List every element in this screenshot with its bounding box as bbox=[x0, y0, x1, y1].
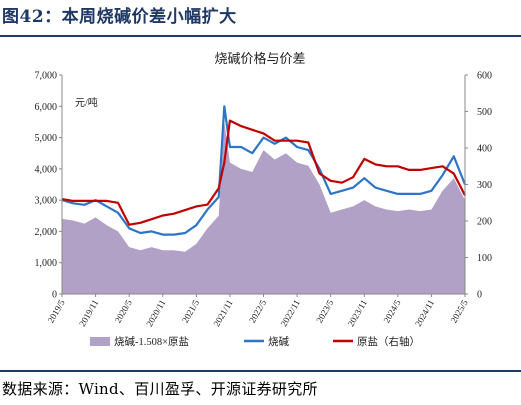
raw-salt-line bbox=[61, 119, 466, 226]
title-rule bbox=[0, 35, 521, 37]
y-left-tick-label: 6,000 bbox=[35, 102, 58, 113]
spread-area-layer bbox=[62, 121, 465, 295]
x-tick-label: 2020/11 bbox=[144, 298, 167, 328]
y-right-tick-label: 400 bbox=[477, 144, 492, 155]
x-tick-label: 2022/11 bbox=[279, 298, 302, 328]
x-tick-label: 2021/11 bbox=[211, 298, 234, 328]
source-note: 数据来源：Wind、百川盈孚、开源证券研究所 bbox=[2, 380, 318, 398]
y-right-tick-label: 0 bbox=[477, 290, 482, 301]
x-tick-label: 2020/5 bbox=[113, 298, 134, 325]
x-tick-label: 2023/11 bbox=[346, 298, 369, 328]
y-right-tick-label: 500 bbox=[477, 107, 492, 118]
y-right-tick-label: 300 bbox=[477, 180, 492, 191]
x-tick-label: 2021/5 bbox=[180, 298, 201, 325]
x-tick-label: 2019/11 bbox=[77, 298, 100, 328]
y-left-tick-label: 5,000 bbox=[35, 133, 58, 144]
y-left-tick-label: 1,000 bbox=[35, 258, 58, 269]
line-layer bbox=[61, 105, 467, 236]
y-left-tick-label: 3,000 bbox=[35, 196, 58, 207]
y-left-tick-label: 7,000 bbox=[35, 71, 58, 82]
y-left-tick-label: 0 bbox=[52, 290, 57, 301]
legend: 烧碱-1.508×原盐 烧碱 原盐（右轴） bbox=[90, 335, 420, 348]
figure-title: 图42：本周烧碱价差小幅扩大 bbox=[2, 2, 237, 27]
caustic-soda-line bbox=[61, 105, 467, 236]
unit-label: 元/吨 bbox=[75, 96, 98, 109]
legend-swatch-spread bbox=[90, 337, 110, 346]
legend-label-salt: 原盐（右轴） bbox=[357, 335, 420, 348]
chart-title: 烧碱价格与价差 bbox=[214, 51, 305, 66]
figure-title-text: 本周烧碱价差小幅扩大 bbox=[61, 7, 237, 27]
x-tick-label: 2024/11 bbox=[413, 298, 436, 328]
legend-label-spread: 烧碱-1.508×原盐 bbox=[114, 335, 189, 348]
figure-number: 图42： bbox=[2, 7, 62, 27]
source-rule bbox=[0, 370, 521, 372]
x-tick-label: 2019/5 bbox=[46, 298, 67, 325]
x-tick-label: 2025/5 bbox=[449, 298, 470, 325]
y-right-tick-label: 100 bbox=[477, 253, 492, 264]
y-right-tick-label: 200 bbox=[477, 217, 492, 228]
x-tick-label: 2023/5 bbox=[314, 298, 335, 325]
y-left-tick-label: 2,000 bbox=[35, 227, 58, 238]
y-left-tick-label: 4,000 bbox=[35, 164, 58, 175]
y-right-tick-label: 600 bbox=[477, 71, 492, 82]
x-tick-label: 2022/5 bbox=[247, 298, 268, 325]
legend-label-caustic: 烧碱 bbox=[268, 335, 289, 348]
chart: 烧碱价格与价差 元/吨 0 1,000 2,000 3,000 4,000 5,000 6,… bbox=[35, 51, 493, 348]
spread-area bbox=[62, 121, 465, 295]
x-tick-label: 2024/5 bbox=[381, 298, 402, 325]
